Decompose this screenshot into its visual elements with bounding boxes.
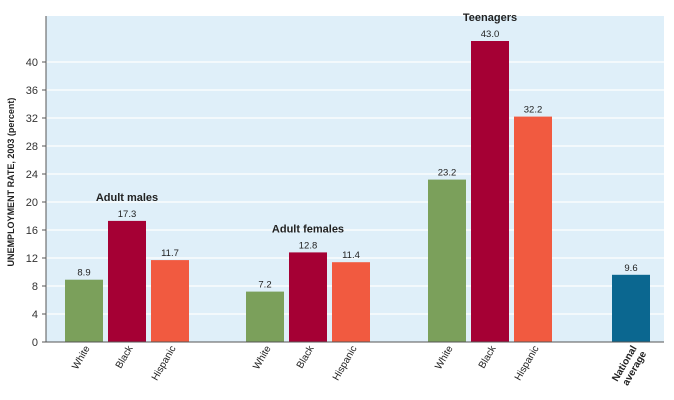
- category-label: Hispanic: [513, 344, 542, 383]
- group-label: Adult females: [272, 223, 344, 235]
- bar-3-0: [612, 274, 650, 342]
- bar-1-2: [332, 262, 370, 342]
- y-tick-label: 8: [32, 281, 38, 293]
- y-axis-label: UNEMPLOYMENT RATE, 2003 (percent): [6, 98, 16, 267]
- y-tick-label: 16: [26, 225, 38, 237]
- value-label: 7.2: [258, 280, 271, 291]
- bars: [65, 41, 650, 342]
- bar-0-2: [151, 260, 189, 342]
- y-tick-label: 28: [26, 141, 38, 153]
- bar-2-0: [428, 179, 466, 342]
- category-label: Black: [114, 343, 136, 371]
- y-tick-label: 0: [32, 337, 38, 349]
- value-label: 8.9: [77, 268, 90, 279]
- y-tick-label: 4: [32, 309, 38, 321]
- category-label: White: [70, 344, 93, 372]
- bar-1-0: [246, 291, 284, 342]
- value-label: 11.4: [342, 250, 360, 261]
- value-labels: 8.9 17.3 11.7 7.2 12.8 11.4 23.2 43.0 32.2 9.6: [77, 29, 637, 291]
- group-label: Teenagers: [463, 12, 517, 24]
- y-tick-label: 12: [26, 253, 38, 265]
- value-label: 43.0: [481, 29, 500, 40]
- value-label: 12.8: [299, 240, 318, 251]
- category-label: White: [251, 344, 274, 372]
- category-label: Black: [295, 343, 317, 371]
- y-tick-label: 20: [26, 197, 38, 209]
- value-label: 9.6: [624, 263, 637, 274]
- value-label: 23.2: [438, 168, 457, 179]
- category-labels: White Black Hispanic White Black Hispanic Whit…: [70, 343, 649, 390]
- bar-0-0: [65, 279, 103, 342]
- y-tick-label: 40: [26, 57, 38, 69]
- y-tick-label: 32: [26, 113, 38, 125]
- group-labels: Adult males Adult females Teenagers: [96, 12, 517, 235]
- category-label: Nationalaverage: [610, 344, 649, 390]
- category-label: Black: [477, 343, 499, 371]
- category-label: White: [433, 344, 456, 372]
- category-label: Hispanic: [150, 344, 179, 383]
- bar-2-2: [514, 116, 552, 342]
- value-label: 11.7: [161, 248, 179, 259]
- bar-0-1: [108, 220, 146, 342]
- value-label: 32.2: [524, 105, 543, 116]
- y-tick-label: 24: [26, 169, 38, 181]
- category-label: Hispanic: [331, 344, 360, 383]
- bar-2-1: [471, 41, 509, 342]
- y-tick-label: 36: [26, 85, 38, 97]
- y-axis-ticks: 0 4 8 12 16 20 24 28 32 36 40: [26, 57, 46, 349]
- group-label: Adult males: [96, 192, 158, 204]
- value-label: 17.3: [118, 209, 137, 220]
- bar-1-1: [289, 252, 327, 342]
